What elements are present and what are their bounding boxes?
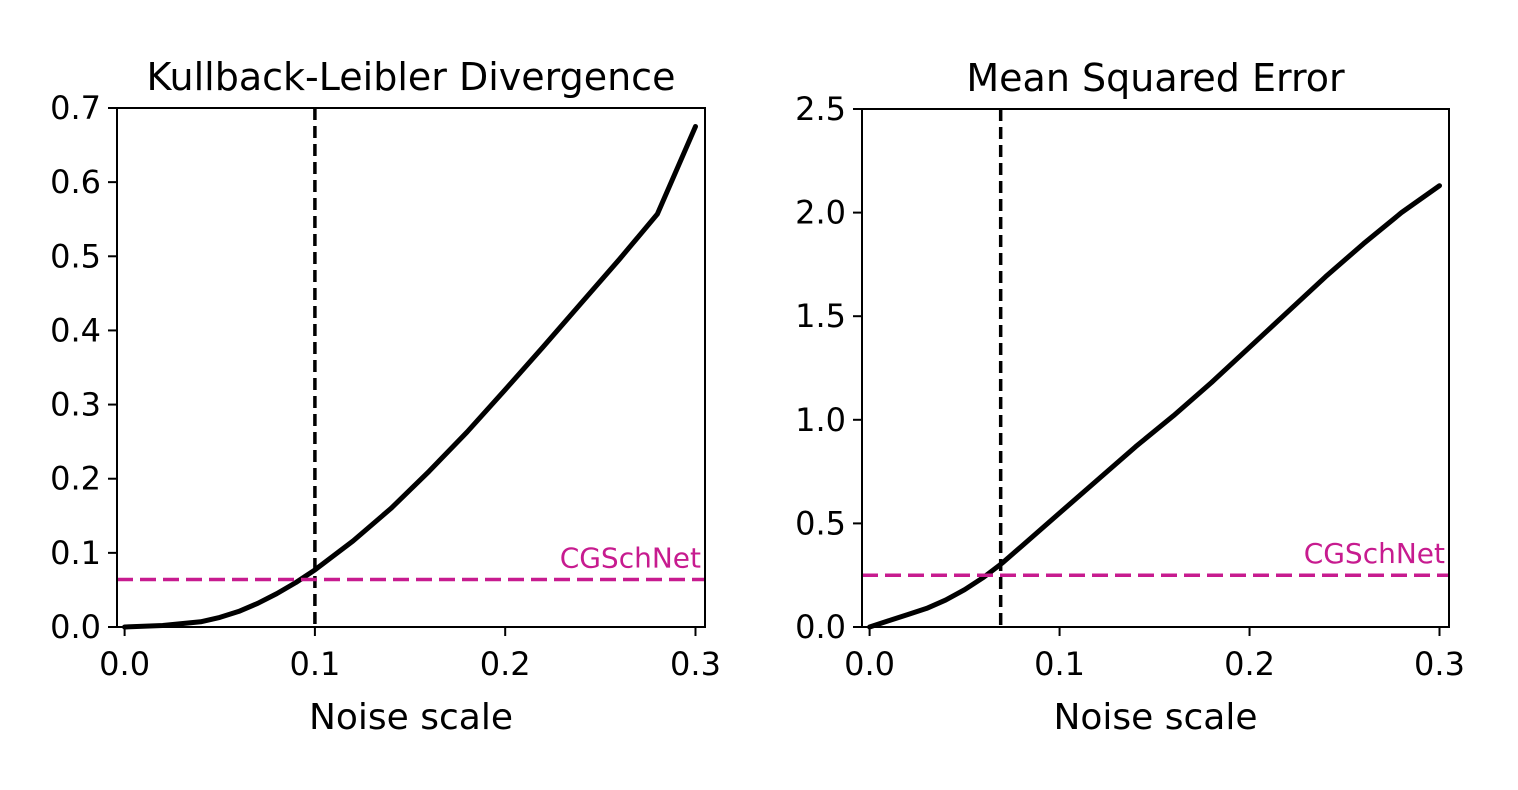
x-tick-label: 0.3 bbox=[1414, 645, 1465, 683]
x-tick-label: 0.3 bbox=[670, 645, 721, 683]
y-tick-label: 0.3 bbox=[50, 386, 101, 424]
y-tick-label: 0.5 bbox=[50, 237, 101, 275]
y-tick-label: 1.0 bbox=[795, 401, 846, 439]
y-tick-label: 0.2 bbox=[50, 460, 101, 498]
y-tick-label: 0.0 bbox=[50, 608, 101, 646]
y-tick-label: 2.0 bbox=[795, 194, 846, 232]
cgschnet-label: CGSchNet bbox=[560, 542, 701, 575]
y-tick-label: 1.5 bbox=[795, 297, 846, 335]
plot-frame bbox=[116, 107, 706, 628]
x-tick-label: 0.1 bbox=[289, 645, 340, 683]
y-tick-label: 0.0 bbox=[795, 608, 846, 646]
y-tick-label: 0.7 bbox=[50, 89, 101, 127]
y-tick-label: 0.6 bbox=[50, 163, 101, 201]
x-axis-label: Noise scale bbox=[309, 697, 513, 738]
y-tick-label: 2.5 bbox=[795, 90, 846, 128]
plot-frame bbox=[861, 108, 1450, 628]
series-line bbox=[867, 183, 1442, 630]
x-axis-label: Noise scale bbox=[1053, 697, 1257, 738]
x-tick-label: 0.0 bbox=[99, 645, 150, 683]
chart-title: Kullback-Leibler Divergence bbox=[147, 55, 676, 99]
chart-title: Mean Squared Error bbox=[966, 56, 1345, 100]
y-tick-label: 0.1 bbox=[50, 534, 101, 572]
series-line bbox=[122, 124, 698, 630]
cgschnet-label: CGSchNet bbox=[1304, 537, 1445, 570]
x-tick-label: 0.1 bbox=[1034, 645, 1085, 683]
x-tick-label: 0.0 bbox=[844, 645, 895, 683]
y-tick-label: 0.5 bbox=[795, 504, 846, 542]
x-tick-label: 0.2 bbox=[480, 645, 531, 683]
chart-mean-squared-error: Mean Squared Error CGSchNet 0.0 0.1 0.2 0.3 0.… bbox=[795, 56, 1465, 738]
x-tick-label: 0.2 bbox=[1224, 645, 1275, 683]
y-tick-label: 0.4 bbox=[50, 311, 101, 349]
